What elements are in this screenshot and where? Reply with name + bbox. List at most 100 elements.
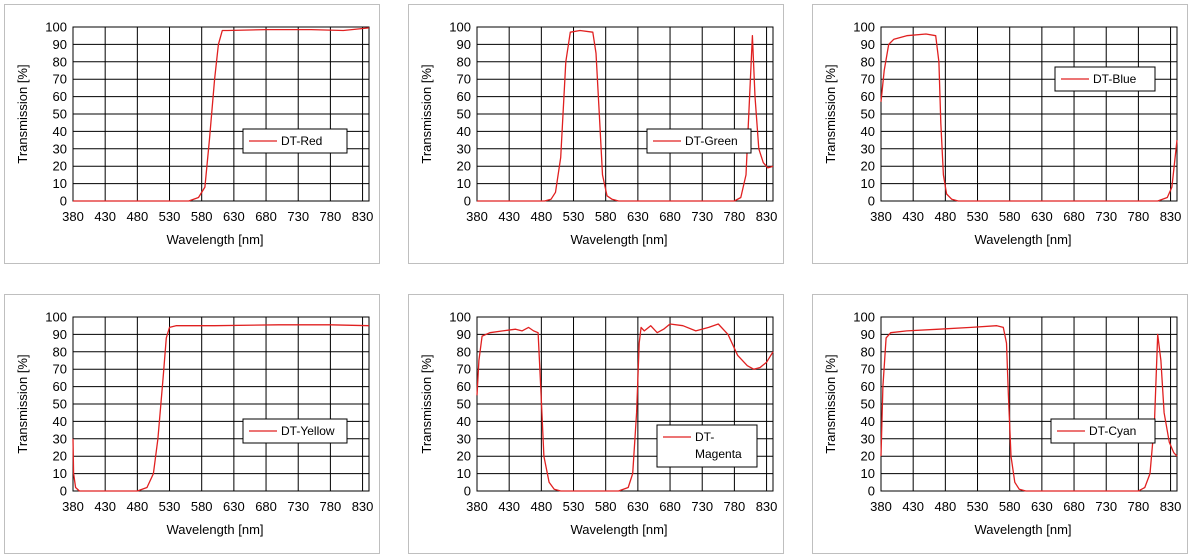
x-tick-label: 380 [466,499,488,514]
y-tick-label: 50 [457,397,471,412]
x-tick-label: 430 [498,499,520,514]
x-tick-label: 630 [627,209,649,224]
y-tick-label: 60 [53,89,67,104]
x-tick-label: 480 [126,209,148,224]
x-tick-label: 630 [1031,209,1053,224]
chart-svg: 0 10 20 30 40 50 60 70 80 90 100 380 430 480 530 580 630… [823,20,1182,248]
x-tick-label: 780 [320,209,342,224]
x-tick-label: 680 [255,209,277,224]
y-axis-label: Transmission [%] [419,64,434,163]
y-axis-label: Transmission [%] [823,354,838,453]
legend-label: DT-Magenta [695,430,742,461]
y-tick-label: 100 [853,20,875,35]
x-tick-label: 780 [1128,499,1150,514]
y-tick-label: 70 [861,362,875,377]
series-line [880,325,1178,492]
y-tick-label: 40 [53,414,67,429]
y-tick-label: 0 [60,484,67,499]
y-tick-label: 30 [861,431,875,446]
x-tick-label: 830 [1160,499,1182,514]
plot-border [476,316,774,492]
chart-svg: 0 10 20 30 40 50 60 70 80 90 100 380 430 480 530 580 630… [419,20,777,248]
x-tick-label: 830 [352,209,374,224]
x-tick-label: 830 [756,499,778,514]
x-tick-label: 680 [659,209,681,224]
x-tick-label: 730 [691,209,713,224]
y-tick-label: 50 [861,107,875,122]
y-tick-label: 40 [861,124,875,139]
y-tick-label: 50 [53,107,67,122]
y-tick-label: 70 [861,72,875,87]
x-tick-label: 430 [94,209,116,224]
x-tick-label: 630 [1031,499,1053,514]
x-tick-label: 430 [94,499,116,514]
legend-label: DT-Green [685,134,738,148]
y-tick-label: 50 [457,107,471,122]
y-tick-label: 0 [60,194,67,209]
chart-dt-magenta: 0 10 20 30 40 50 60 70 80 90 100 380 430 480 530 580 630… [408,294,784,554]
y-tick-label: 90 [861,327,875,342]
x-tick-label: 430 [498,209,520,224]
x-tick-label: 780 [724,499,746,514]
y-tick-label: 20 [457,159,471,174]
x-tick-label: 530 [159,499,181,514]
y-tick-label: 90 [53,37,67,52]
y-tick-label: 70 [53,72,67,87]
x-tick-label: 430 [902,499,924,514]
y-tick-label: 60 [861,379,875,394]
legend-label: DT-Red [281,134,322,148]
y-tick-label: 30 [53,141,67,156]
x-tick-label: 630 [627,499,649,514]
x-tick-label: 530 [967,209,989,224]
y-tick-label: 60 [457,89,471,104]
x-tick-label: 530 [563,209,585,224]
x-tick-label: 680 [255,499,277,514]
y-tick-label: 80 [53,344,67,359]
y-tick-label: 80 [861,54,875,69]
x-tick-label: 780 [320,499,342,514]
y-tick-label: 70 [53,362,67,377]
y-tick-label: 40 [457,414,471,429]
x-tick-label: 580 [999,499,1021,514]
y-tick-label: 0 [868,194,875,209]
series-line [73,27,370,202]
legend-label: DT-Cyan [1089,424,1136,438]
x-tick-label: 730 [691,499,713,514]
y-axis-label: Transmission [%] [15,354,30,453]
chart-dt-yellow: 0 10 20 30 40 50 60 70 80 90 100 380 430 480 530 580 630… [4,294,380,554]
x-tick-label: 480 [126,499,148,514]
x-tick-label: 830 [352,499,374,514]
x-tick-label: 780 [1128,209,1150,224]
chart-svg: 0 10 20 30 40 50 60 70 80 90 100 380 430 480 530 580 630… [823,310,1182,538]
y-tick-label: 80 [53,54,67,69]
y-axis-label: Transmission [%] [15,64,30,163]
y-tick-label: 10 [457,466,471,481]
x-axis-label: Wavelength [nm] [166,522,263,537]
x-tick-label: 430 [902,209,924,224]
x-axis-label: Wavelength [nm] [166,232,263,247]
y-tick-label: 100 [449,310,471,325]
x-tick-label: 680 [1063,209,1085,224]
y-tick-label: 20 [861,159,875,174]
x-axis-label: Wavelength [nm] [570,232,667,247]
x-tick-label: 830 [1160,209,1182,224]
y-tick-label: 10 [861,176,875,191]
x-tick-label: 380 [62,499,84,514]
y-tick-label: 90 [861,37,875,52]
x-tick-label: 780 [724,209,746,224]
plot-border [72,26,370,202]
x-tick-label: 380 [870,209,892,224]
y-axis-label: Transmission [%] [419,354,434,453]
y-tick-label: 30 [457,431,471,446]
x-tick-label: 380 [62,209,84,224]
y-tick-label: 10 [457,176,471,191]
x-tick-label: 530 [159,209,181,224]
x-tick-label: 530 [563,499,585,514]
y-tick-label: 30 [457,141,471,156]
x-tick-label: 730 [287,499,309,514]
y-tick-label: 60 [53,379,67,394]
x-tick-label: 630 [223,499,245,514]
y-tick-label: 10 [53,176,67,191]
y-tick-label: 90 [53,327,67,342]
x-tick-label: 680 [659,499,681,514]
